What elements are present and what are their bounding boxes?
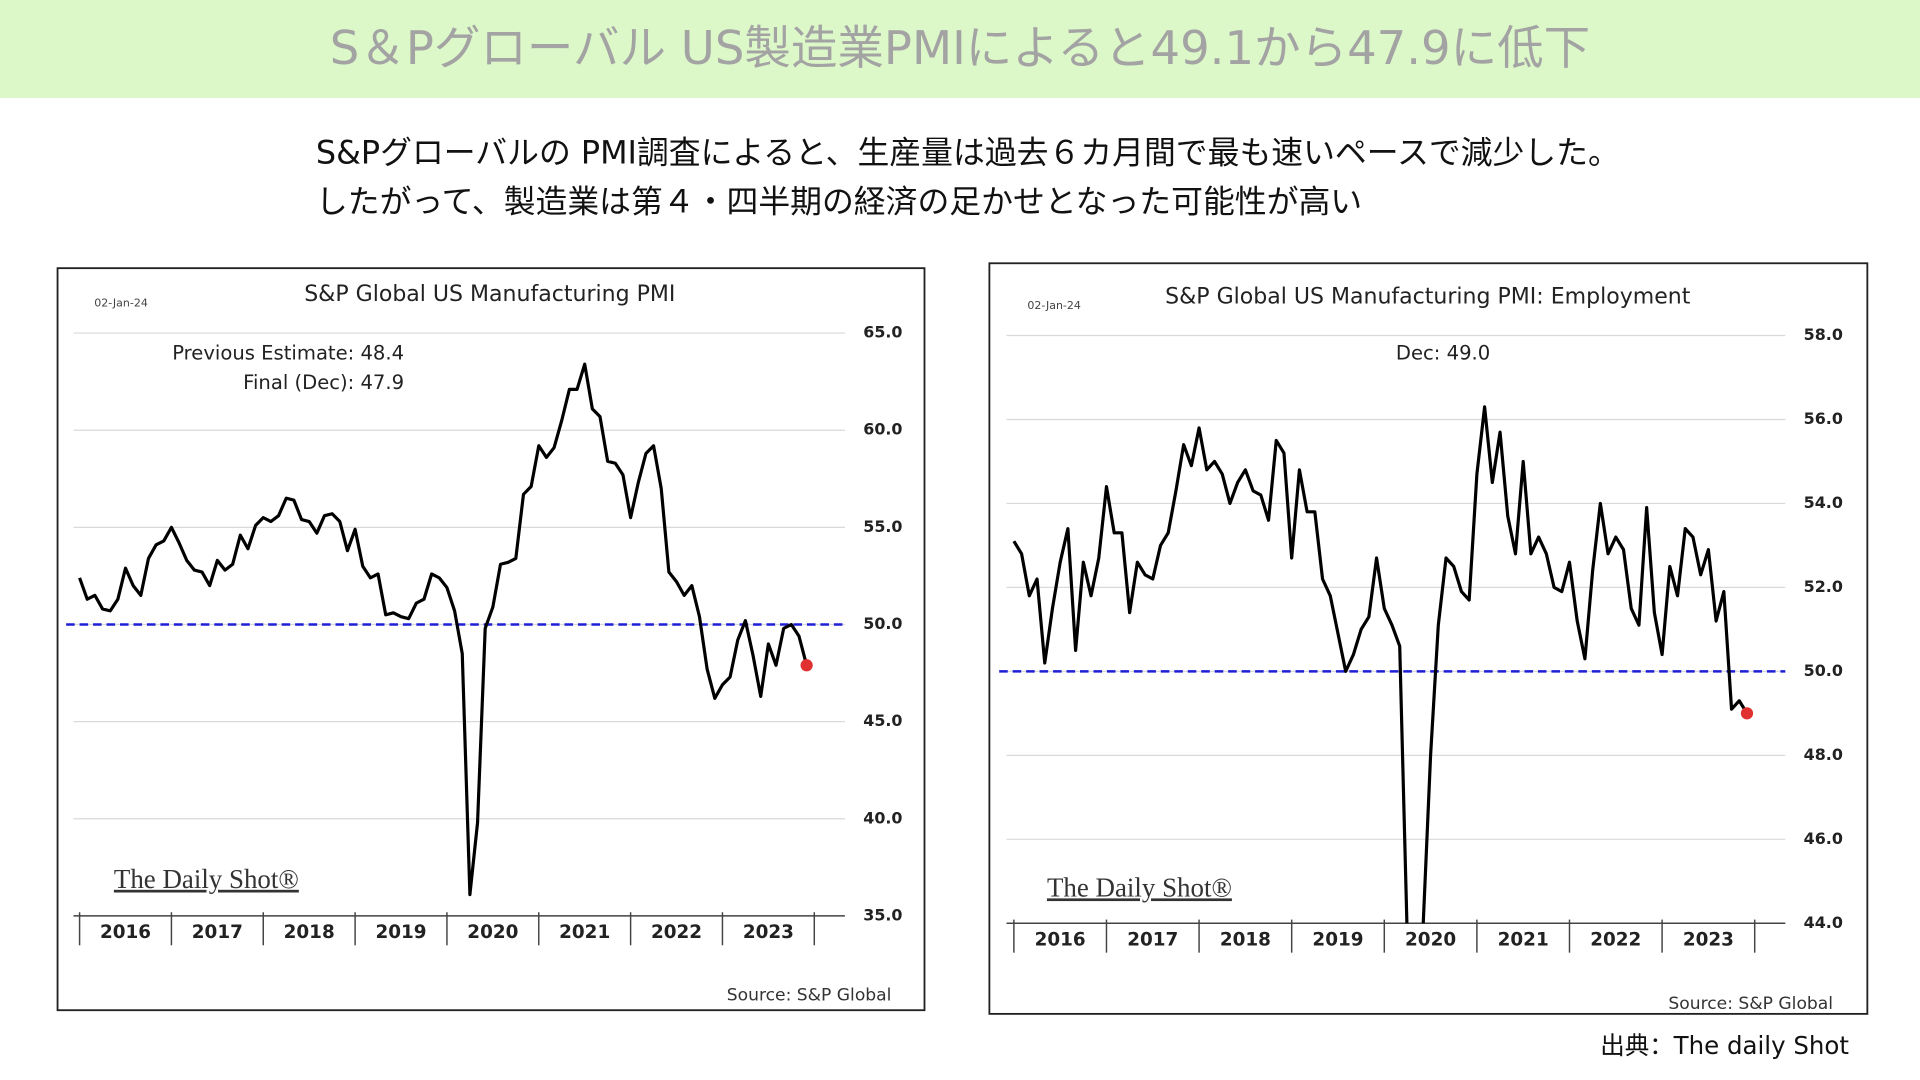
date-label: 02-Jan-24 <box>94 297 148 310</box>
title-banner <box>0 0 1920 98</box>
y-tick-label: 50.0 <box>863 614 902 633</box>
y-tick-label: 45.0 <box>863 711 902 730</box>
x-tick-label: 2023 <box>743 922 794 943</box>
y-tick-label: 35.0 <box>863 905 902 924</box>
end-marker <box>1740 707 1754 720</box>
x-tick-label: 2022 <box>1590 929 1641 950</box>
y-tick-label: 40.0 <box>863 808 902 827</box>
data-line <box>1012 405 1749 924</box>
x-tick-label: 2019 <box>375 922 426 943</box>
annotation: Dec: 49.0 <box>1396 341 1490 364</box>
x-tick-label: 2017 <box>1127 929 1178 950</box>
y-tick-label: 48.0 <box>1804 745 1843 764</box>
x-tick-label: 2016 <box>1035 929 1086 950</box>
data-line <box>78 362 809 897</box>
source-note: Source: S&P Global <box>727 986 892 1006</box>
x-tick-label: 2017 <box>192 922 243 943</box>
y-tick-label: 52.0 <box>1804 577 1843 596</box>
y-tick-label: 56.0 <box>1804 409 1843 428</box>
y-tick-label: 44.0 <box>1804 913 1843 932</box>
x-tick-label: 2019 <box>1312 929 1363 950</box>
annotation: Final (Dec): 47.9 <box>243 371 404 394</box>
chart-frame <box>988 262 1869 1015</box>
y-tick-label: 46.0 <box>1804 829 1843 848</box>
chart-title: S&P Global US Manufacturing PMI: Employm… <box>1165 285 1691 310</box>
y-tick-label: 54.0 <box>1804 493 1843 512</box>
logo: The Daily Shot® <box>1047 872 1232 902</box>
y-tick-label: 60.0 <box>863 420 902 439</box>
x-tick-label: 2016 <box>100 922 151 943</box>
description-line: S&Pグローバルの PMI調査によると、生産量は過去６カ月間で最も速いペースで減… <box>316 133 1620 171</box>
footer-source: 出典：The daily Shot <box>1600 1031 1849 1060</box>
source-note: Source: S&P Global <box>1668 994 1833 1014</box>
description-line: したがって、製造業は第４・四半期の経済の足かせとなった可能性が高い <box>316 182 1362 220</box>
x-tick-label: 2021 <box>1498 929 1549 950</box>
chart-title: S&P Global US Manufacturing PMI <box>304 282 675 307</box>
x-tick-label: 2020 <box>1405 929 1456 950</box>
x-tick-label: 2020 <box>467 922 518 943</box>
x-tick-label: 2023 <box>1683 929 1734 950</box>
y-tick-label: 58.0 <box>1804 325 1843 344</box>
chart-frame <box>56 267 926 1012</box>
y-tick-label: 50.0 <box>1804 661 1843 680</box>
x-tick-label: 2021 <box>559 922 610 943</box>
x-tick-label: 2022 <box>651 922 702 943</box>
y-tick-label: 55.0 <box>863 517 902 536</box>
annotation: Previous Estimate: 48.4 <box>172 341 404 364</box>
x-tick-label: 2018 <box>1220 929 1271 950</box>
y-tick-label: 65.0 <box>863 323 902 342</box>
x-tick-label: 2018 <box>284 922 335 943</box>
date-label: 02-Jan-24 <box>1027 299 1081 312</box>
end-marker <box>800 659 813 672</box>
slide-title: S＆Pグローバル US製造業PMIによると49.1から47.9に低下 <box>330 21 1590 75</box>
logo: The Daily Shot® <box>114 864 299 894</box>
